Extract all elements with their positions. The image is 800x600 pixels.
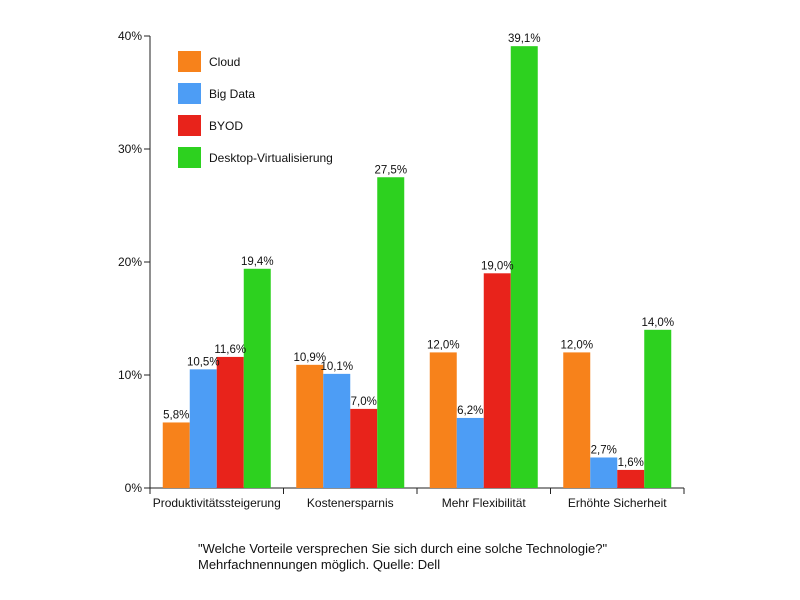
legend-swatch [178,147,201,168]
x-tick-label: Erhöhte Sicherheit [568,496,667,510]
bar-value-label: 10,1% [320,361,353,373]
bar [377,177,405,488]
bar-value-label: 2,7% [591,444,617,456]
bar-value-label: 19,0% [481,260,514,272]
bar [483,273,511,488]
bar-value-label: 10,9% [293,352,326,364]
bar-value-label: 11,6% [214,344,246,356]
legend-label: Big Data [209,87,255,101]
bar-value-label: 12,0% [560,339,593,351]
bar [590,457,618,488]
chart-caption: "Welche Vorteile versprechen Sie sich du… [198,541,607,573]
legend-label: BYOD [209,119,243,133]
bar [644,329,672,488]
bar-value-label: 14,0% [641,317,674,329]
bar [162,422,190,488]
legend-swatch [178,83,201,104]
chart-axes: 0% 10% 20% 30% 40% Produktivitätssteigerung Ko… [118,29,685,510]
y-tick-label: 30% [118,142,142,156]
bar [189,369,217,488]
bar-value-label: 12,0% [427,339,460,351]
bar [429,352,457,488]
chart-value-labels: 5,8% 10,5%11,6% 19,4% 10,9%10,1% 7,0% 27,5% 12… [163,33,674,469]
caption-question: "Welche Vorteile versprechen Sie sich du… [198,541,608,556]
bar [617,469,645,488]
chart-bars [162,46,672,489]
bar-value-label: 27,5% [374,164,407,176]
bar-value-label: 1,6% [618,457,644,469]
legend-label: Cloud [209,55,240,69]
bar [350,408,378,488]
bar-value-label: 19,4% [241,256,274,268]
legend-swatch [178,51,201,72]
bar [563,352,591,488]
chart-legend: Cloud Big Data BYOD Desktop-Virtualisierung [178,51,333,168]
y-tick-label: 40% [118,29,142,43]
bar-value-label: 7,0% [351,396,377,408]
legend-label: Desktop-Virtualisierung [209,151,333,165]
legend-swatch [178,115,201,136]
bar [216,356,244,488]
bar [456,417,484,488]
y-tick-label: 10% [118,368,142,382]
bar-value-label: 39,1% [508,33,541,45]
bar-value-label: 10,5% [187,356,220,368]
bar-value-label: 5,8% [163,409,189,421]
x-tick-label: Mehr Flexibilität [442,496,527,510]
bar [296,364,324,488]
caption-source: Mehrfachnennungen möglich. Quelle: Dell [198,557,441,572]
bar [510,46,538,489]
y-tick-label: 0% [125,481,143,495]
x-tick-label: Kostenersparnis [307,496,394,510]
bar [243,268,271,488]
bar [323,373,351,488]
bar-value-label: 6,2% [457,405,483,417]
x-tick-label: Produktivitätssteigerung [153,496,281,510]
y-tick-label: 20% [118,255,142,269]
